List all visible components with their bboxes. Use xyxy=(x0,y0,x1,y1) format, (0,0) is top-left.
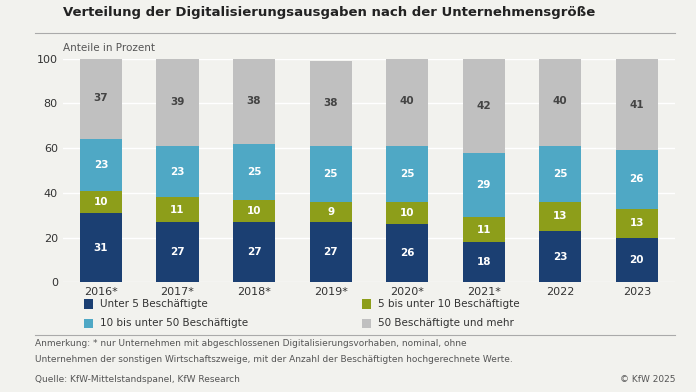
Bar xyxy=(233,222,275,282)
Text: 13: 13 xyxy=(553,211,567,221)
Bar xyxy=(80,56,122,139)
Text: 23: 23 xyxy=(94,160,108,170)
Text: 10: 10 xyxy=(247,206,261,216)
Text: 39: 39 xyxy=(171,97,184,107)
Bar xyxy=(310,61,351,146)
Bar xyxy=(386,202,428,224)
Text: 5 bis unter 10 Beschäftigte: 5 bis unter 10 Beschäftigte xyxy=(378,299,519,309)
Text: 37: 37 xyxy=(93,93,109,103)
Text: 25: 25 xyxy=(400,169,414,179)
Bar xyxy=(310,146,351,202)
Bar xyxy=(616,238,658,282)
Text: 23: 23 xyxy=(171,167,184,177)
Bar xyxy=(463,242,505,282)
Text: 25: 25 xyxy=(324,169,338,179)
Text: Anteile in Prozent: Anteile in Prozent xyxy=(63,43,155,53)
Text: Anmerkung: * nur Unternehmen mit abgeschlossenen Digitalisierungsvorhaben, nomin: Anmerkung: * nur Unternehmen mit abgesch… xyxy=(35,339,466,348)
Bar xyxy=(233,144,275,200)
Bar xyxy=(386,146,428,202)
Text: 25: 25 xyxy=(247,167,261,177)
Bar xyxy=(386,224,428,282)
Text: Unternehmen der sonstigen Wirtschaftszweige, mit der Anzahl der Beschäftigten ho: Unternehmen der sonstigen Wirtschaftszwe… xyxy=(35,355,512,364)
Bar xyxy=(539,146,581,202)
Text: 11: 11 xyxy=(171,205,184,215)
Text: 41: 41 xyxy=(629,100,644,110)
Text: 13: 13 xyxy=(630,218,644,228)
Bar xyxy=(386,56,428,146)
Text: 26: 26 xyxy=(400,248,414,258)
Bar xyxy=(463,59,505,152)
Bar xyxy=(157,222,198,282)
Text: 40: 40 xyxy=(553,96,568,106)
Text: 20: 20 xyxy=(630,255,644,265)
Bar xyxy=(80,213,122,282)
Bar xyxy=(539,56,581,146)
Text: 23: 23 xyxy=(553,252,567,261)
Bar xyxy=(80,139,122,191)
Text: Unter 5 Beschäftigte: Unter 5 Beschäftigte xyxy=(100,299,207,309)
Text: 10: 10 xyxy=(400,208,414,218)
Bar xyxy=(310,222,351,282)
Bar xyxy=(157,59,198,146)
Bar xyxy=(233,59,275,144)
Text: 40: 40 xyxy=(400,96,415,106)
Bar xyxy=(310,202,351,222)
Text: 38: 38 xyxy=(324,98,338,109)
Text: 10: 10 xyxy=(94,197,108,207)
Text: 27: 27 xyxy=(246,247,262,257)
Text: 9: 9 xyxy=(327,207,334,217)
Text: 29: 29 xyxy=(477,180,491,190)
Bar xyxy=(80,191,122,213)
Bar xyxy=(157,197,198,222)
Text: 11: 11 xyxy=(477,225,491,235)
Bar xyxy=(157,146,198,197)
Text: Quelle: KfW-Mittelstandspanel, KfW Research: Quelle: KfW-Mittelstandspanel, KfW Resea… xyxy=(35,375,239,384)
Text: 38: 38 xyxy=(247,96,261,106)
Text: 18: 18 xyxy=(477,257,491,267)
Bar xyxy=(616,151,658,209)
Bar xyxy=(616,209,658,238)
Text: © KfW 2025: © KfW 2025 xyxy=(619,375,675,384)
Text: 25: 25 xyxy=(553,169,567,179)
Bar xyxy=(539,202,581,231)
Text: 26: 26 xyxy=(630,174,644,185)
Text: 27: 27 xyxy=(170,247,185,257)
Text: Verteilung der Digitalisierungsausgaben nach der Unternehmensgröße: Verteilung der Digitalisierungsausgaben … xyxy=(63,6,595,19)
Bar xyxy=(233,200,275,222)
Text: 31: 31 xyxy=(94,243,108,252)
Text: 10 bis unter 50 Beschäftigte: 10 bis unter 50 Beschäftigte xyxy=(100,318,248,328)
Bar xyxy=(539,231,581,282)
Bar xyxy=(616,59,658,151)
Text: 42: 42 xyxy=(476,101,491,111)
Bar xyxy=(463,218,505,242)
Text: 50 Beschäftigte und mehr: 50 Beschäftigte und mehr xyxy=(378,318,514,328)
Text: 27: 27 xyxy=(323,247,338,257)
Bar xyxy=(463,152,505,218)
